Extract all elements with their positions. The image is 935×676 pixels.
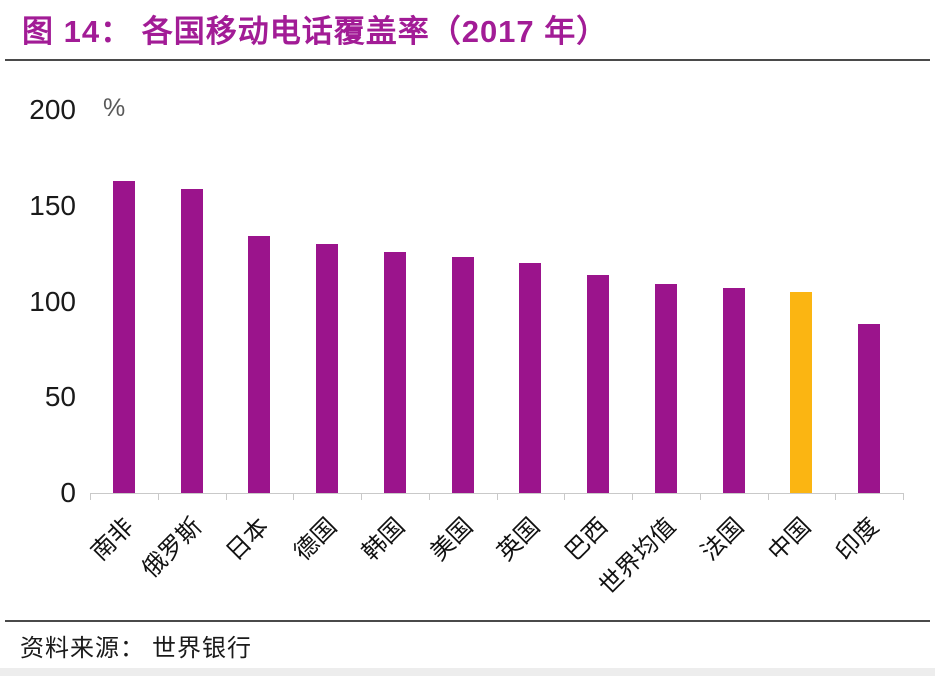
title-divider-rule [5, 59, 930, 61]
bar-南非 [113, 181, 135, 493]
x-axis-tick [90, 493, 91, 500]
bar-德国 [316, 244, 338, 493]
x-axis-tick [564, 493, 565, 500]
y-axis-tick-label: 50 [44, 381, 76, 413]
bar-俄罗斯 [181, 189, 203, 493]
y-axis-tick-label: 0 [60, 477, 76, 508]
bar-美国 [452, 257, 474, 493]
bar-韩国 [384, 252, 406, 493]
bar-highlight-中国 [790, 292, 812, 493]
x-axis-tick [226, 493, 227, 500]
bar-巴西 [587, 275, 609, 493]
bar-法国 [723, 288, 745, 493]
x-axis-tick [700, 493, 701, 500]
x-axis-tick [429, 493, 430, 500]
x-axis-tick [835, 493, 836, 500]
bar-英国 [519, 263, 541, 493]
x-axis-tick [361, 493, 362, 500]
x-axis-tick [158, 493, 159, 500]
bar-印度 [858, 324, 880, 493]
y-axis-tick-label: 200 [29, 94, 76, 125]
figure-title: 图 14： 各国移动电话覆盖率（2017 年） [22, 14, 609, 49]
x-axis-tick [768, 493, 769, 500]
x-axis-tick [632, 493, 633, 500]
source-note: 资料来源： 世界银行 [20, 636, 252, 662]
y-axis-tick-label: 150 [29, 189, 76, 221]
source-divider-rule [5, 620, 930, 622]
bottom-band [0, 668, 935, 676]
y-axis-unit-label: % [103, 94, 126, 122]
x-axis-tick [293, 493, 294, 500]
bar-世界均值 [655, 284, 677, 493]
y-axis-tick-label: 100 [29, 285, 76, 317]
x-axis-tick [903, 493, 904, 500]
bar-日本 [248, 236, 270, 493]
x-axis-tick [497, 493, 498, 500]
